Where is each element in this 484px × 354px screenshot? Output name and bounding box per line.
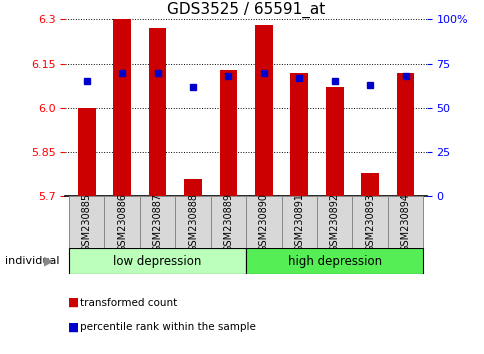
Text: GSM230891: GSM230891 — [294, 193, 303, 252]
Text: high depression: high depression — [287, 255, 381, 268]
Bar — [396, 73, 413, 196]
Text: GSM230887: GSM230887 — [152, 193, 162, 252]
Bar — [290, 73, 307, 196]
Text: GSM230886: GSM230886 — [117, 193, 127, 252]
Text: low depression: low depression — [113, 255, 201, 268]
Text: GSM230885: GSM230885 — [82, 193, 91, 252]
FancyBboxPatch shape — [210, 196, 245, 248]
Text: GSM230890: GSM230890 — [258, 193, 268, 252]
Text: GSM230894: GSM230894 — [400, 193, 409, 252]
Bar — [113, 19, 131, 196]
FancyBboxPatch shape — [69, 248, 245, 274]
FancyBboxPatch shape — [139, 196, 175, 248]
Bar — [78, 108, 95, 196]
FancyBboxPatch shape — [387, 196, 423, 248]
Bar — [149, 28, 166, 196]
Text: ■: ■ — [68, 296, 79, 309]
FancyBboxPatch shape — [104, 196, 139, 248]
Text: ▶: ▶ — [44, 255, 53, 268]
FancyBboxPatch shape — [245, 196, 281, 248]
FancyBboxPatch shape — [352, 196, 387, 248]
Text: GSM230893: GSM230893 — [364, 193, 374, 252]
FancyBboxPatch shape — [175, 196, 210, 248]
Bar — [255, 25, 272, 196]
Title: GDS3525 / 65591_at: GDS3525 / 65591_at — [166, 2, 325, 18]
FancyBboxPatch shape — [69, 196, 104, 248]
Text: ■: ■ — [68, 321, 79, 334]
Text: GSM230888: GSM230888 — [188, 193, 197, 252]
FancyBboxPatch shape — [245, 248, 423, 274]
Text: GSM230889: GSM230889 — [223, 193, 233, 252]
Bar — [361, 173, 378, 196]
Text: transformed count: transformed count — [80, 298, 177, 308]
Bar — [184, 179, 201, 196]
Bar — [219, 70, 237, 196]
FancyBboxPatch shape — [281, 196, 317, 248]
Text: GSM230892: GSM230892 — [329, 193, 339, 252]
FancyBboxPatch shape — [317, 196, 352, 248]
Bar — [325, 87, 343, 196]
Text: percentile rank within the sample: percentile rank within the sample — [80, 322, 256, 332]
Text: individual: individual — [5, 256, 59, 266]
